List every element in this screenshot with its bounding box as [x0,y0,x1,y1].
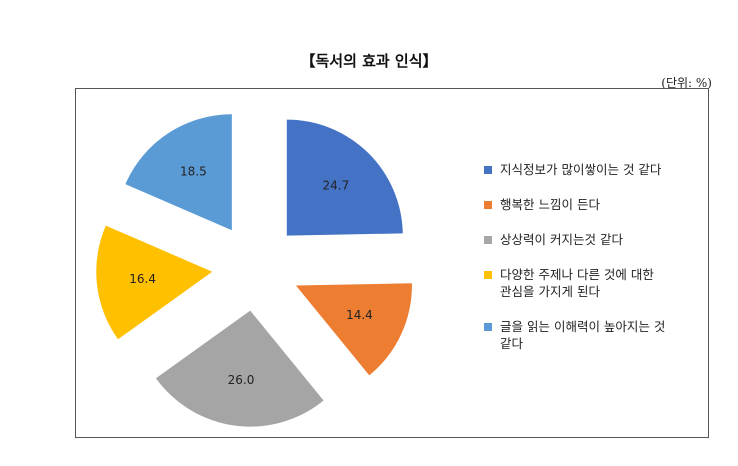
legend-swatch [484,323,492,331]
slice-value-label-3: 26.0 [228,373,255,387]
pie-slice-5 [125,114,232,231]
legend-label: 글을 읽는 이해력이 높아지는 것 같다 [500,319,666,351]
legend-item-1: 지식정보가 많이쌓이는 것 같다 [484,161,714,178]
pie-slice-4 [96,225,213,340]
legend-item-2: 행복한 느낌이 든다 [484,196,714,213]
legend-item-5: 글을 읽는 이해력이 높아지는 것 같다 [484,318,714,352]
legend-label: 상상력이 커지는것 같다 [500,232,623,247]
legend-item-4: 다양한 주제나 다른 것에 대한 관심을 가지게 된다 [484,266,714,300]
pie-slice-2 [295,283,412,376]
unit-label: (단위: %) [661,76,712,90]
legend-swatch [484,201,492,209]
slice-value-label-4: 16.4 [129,272,156,286]
legend-label: 지식정보가 많이쌓이는 것 같다 [500,162,662,177]
slice-value-label-2: 14.4 [346,308,373,322]
legend-swatch [484,166,492,174]
legend-label: 행복한 느낌이 든다 [500,197,600,212]
slice-value-label-1: 24.7 [322,179,349,193]
pie-slice-1 [286,119,403,236]
legend-swatch [484,236,492,244]
chart-title: 【독서의 효과 인식】 [300,52,438,70]
legend-item-3: 상상력이 커지는것 같다 [484,231,714,248]
pie-slice-3 [155,310,324,427]
legend-label: 다양한 주제나 다른 것에 대한 관심을 가지게 된다 [500,267,654,299]
legend-swatch [484,271,492,279]
pie-chart: 24.7 14.4 26.0 16.4 18.5 [96,114,412,427]
slice-value-label-5: 18.5 [180,165,207,179]
